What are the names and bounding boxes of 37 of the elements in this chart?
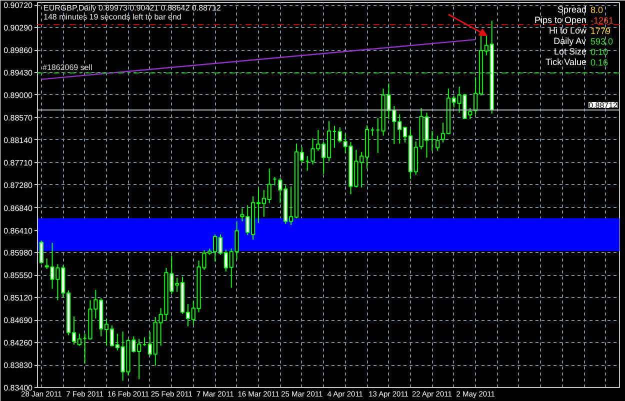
text: Tick Value bbox=[545, 57, 586, 67]
text: Pips to Open bbox=[534, 15, 586, 25]
text: 148 minutes 19 seconds left to bar end bbox=[44, 12, 182, 22]
y-tick-label: 0.89860 bbox=[4, 46, 34, 56]
text: 0.10 bbox=[590, 47, 608, 57]
y-tick-label: 0.84690 bbox=[4, 316, 34, 326]
y-tick-label: 0.85120 bbox=[4, 294, 34, 303]
y-tick-label: 0.87710 bbox=[4, 158, 34, 168]
candlestick bbox=[39, 240, 44, 264]
text: 8.0 bbox=[590, 5, 604, 15]
y-tick-label: 0.87280 bbox=[4, 180, 34, 190]
ref-line-label: 0.88712 bbox=[588, 101, 618, 110]
ref-line-label: #1862069 sell bbox=[42, 63, 93, 72]
text: Lot Size bbox=[554, 46, 587, 56]
text: Spread bbox=[557, 4, 587, 14]
text: Daily Av bbox=[554, 36, 587, 46]
candlestick bbox=[436, 135, 440, 152]
y-tick-label: 0.83400 bbox=[4, 384, 34, 392]
text: -1261 bbox=[590, 16, 614, 26]
text: 593.0 bbox=[590, 36, 614, 46]
text: Hi to Low bbox=[548, 26, 587, 36]
y-tick-label: 0.90720 bbox=[4, 1, 34, 10]
y-tick-label: 0.84260 bbox=[4, 338, 34, 348]
y-tick-label: 0.88570 bbox=[4, 113, 34, 122]
text: 1779 bbox=[590, 26, 611, 36]
y-tick-label: 0.88140 bbox=[4, 136, 34, 145]
y-tick-label: 0.86840 bbox=[4, 204, 34, 213]
y-tick-label: 0.85550 bbox=[4, 271, 34, 280]
y-tick-label: 0.89000 bbox=[4, 90, 34, 100]
chart-title: EURGBP,Daily 0.89973 0.90421 0.88642 0.88712 bbox=[44, 4, 222, 12]
text: 0.16 bbox=[590, 58, 608, 68]
y-tick-label: 0.83830 bbox=[4, 361, 34, 370]
candlestick bbox=[338, 126, 342, 143]
y-tick-label: 0.90290 bbox=[4, 24, 34, 33]
y-tick-label: 0.89430 bbox=[4, 68, 34, 78]
y-tick-label: 0.85980 bbox=[4, 248, 34, 258]
y-tick-label: 0.86410 bbox=[4, 226, 34, 236]
